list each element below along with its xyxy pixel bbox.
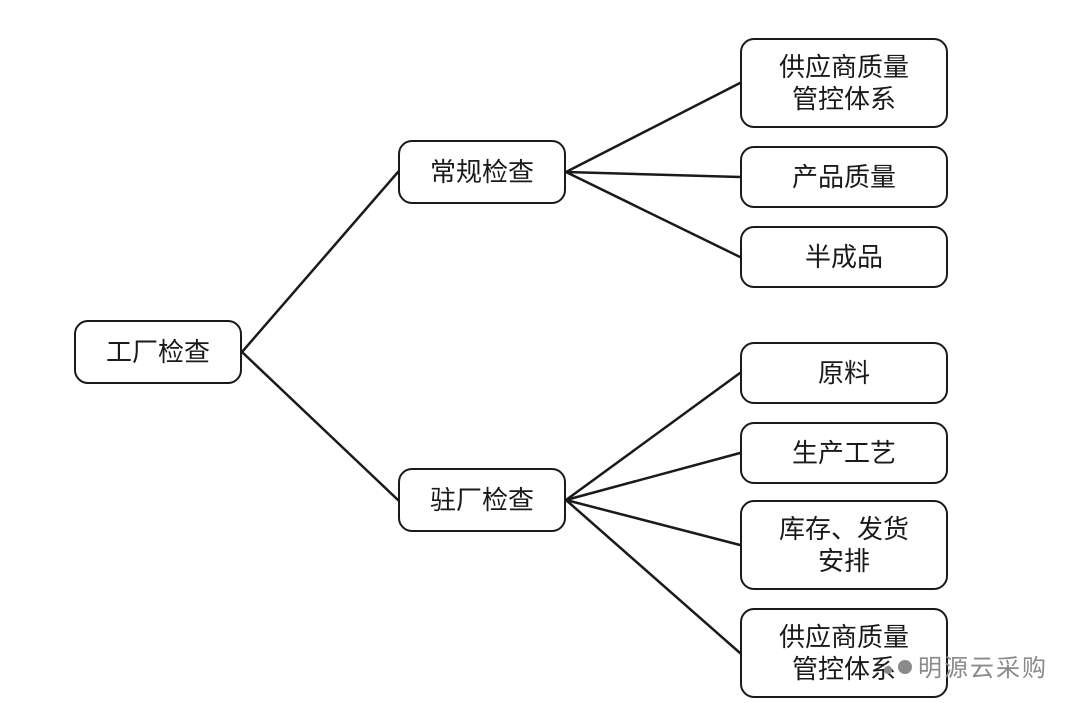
edge-res-l7: [566, 500, 740, 653]
node-root: 工厂检查: [74, 320, 242, 384]
diagram-canvas: 工厂检查常规检查驻厂检查供应商质量 管控体系产品质量半成品原料生产工艺库存、发货…: [0, 0, 1080, 719]
edge-reg-l3: [566, 172, 740, 257]
node-l3: 半成品: [740, 226, 948, 288]
node-l2: 产品质量: [740, 146, 948, 208]
edge-reg-l2: [566, 172, 740, 177]
node-l7: 供应商质量 管控体系: [740, 608, 948, 698]
edge-res-l6: [566, 500, 740, 545]
node-l6: 库存、发货 安排: [740, 500, 948, 590]
edge-root-reg: [242, 172, 398, 352]
edge-reg-l1: [566, 83, 740, 172]
node-res: 驻厂检查: [398, 468, 566, 532]
edge-root-res: [242, 352, 398, 500]
node-l5: 生产工艺: [740, 422, 948, 484]
edge-res-l5: [566, 453, 740, 500]
node-l1: 供应商质量 管控体系: [740, 38, 948, 128]
node-reg: 常规检查: [398, 140, 566, 204]
edge-res-l4: [566, 373, 740, 500]
node-l4: 原料: [740, 342, 948, 404]
